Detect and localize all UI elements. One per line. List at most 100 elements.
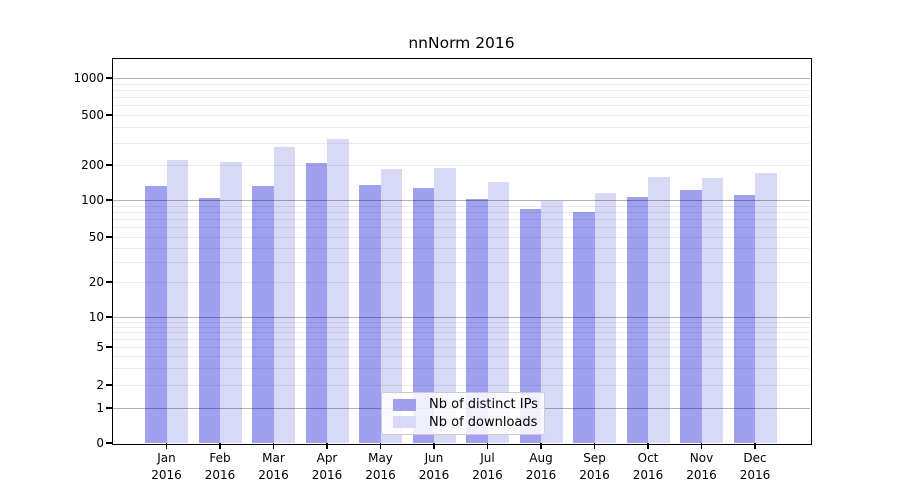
chart-title: nnNorm 2016 xyxy=(408,34,515,52)
x-tick-label-jul-2016: Jul 2016 xyxy=(460,450,516,483)
gridline-major-10 xyxy=(113,317,810,318)
y-tick-mark-2 xyxy=(106,384,112,386)
gridline-major-100 xyxy=(113,200,810,201)
y-tick-label-20: 20 xyxy=(88,275,104,289)
gridline-minor-60 xyxy=(113,227,810,229)
x-tick-mark-feb xyxy=(219,443,221,449)
legend-swatch-downloads xyxy=(393,416,416,429)
gridline-minor-90 xyxy=(113,205,810,207)
x-tick-label-may-2016: May 2016 xyxy=(353,450,409,483)
gridline-minor-4 xyxy=(113,356,810,358)
x-tick-label-aug-2016: Aug 2016 xyxy=(513,450,569,483)
legend: Nb of distinct IPs Nb of downloads xyxy=(381,392,545,435)
bar-downloads-jan-2016 xyxy=(166,159,188,443)
bar-downloads-dec-2016 xyxy=(755,172,777,443)
x-tick-month: Jan xyxy=(157,451,176,465)
bar-distinct-ips-dec-2016 xyxy=(733,194,755,443)
x-tick-label-mar-2016: Mar 2016 xyxy=(246,450,302,483)
bar-distinct-ips-oct-2016 xyxy=(626,196,648,443)
x-tick-mark-sep xyxy=(593,443,596,449)
legend-row-downloads: Nb of downloads xyxy=(389,415,537,430)
x-tick-mark-mar xyxy=(272,443,275,449)
legend-label-distinct-ips: Nb of distinct IPs xyxy=(429,397,538,413)
gridline-minor-300 xyxy=(113,142,810,144)
bar-downloads-apr-2016 xyxy=(327,139,349,443)
x-tick-year: 2016 xyxy=(632,467,664,482)
x-tick-label-jan-2016: Jan 2016 xyxy=(139,450,195,483)
bar-distinct-ips-aug-2016 xyxy=(519,208,541,443)
x-tick-year: 2016 xyxy=(311,467,343,482)
x-tick-mark-jul xyxy=(486,443,489,449)
y-tick-label-5: 5 xyxy=(96,340,104,354)
gridline-minor-200 xyxy=(113,165,810,166)
y-tick-label-1: 1 xyxy=(96,401,104,415)
y-tick-mark-0 xyxy=(106,442,112,444)
gridline-minor-400 xyxy=(113,127,810,129)
gridline-minor-40 xyxy=(113,247,810,249)
x-tick-month: Nov xyxy=(689,451,714,465)
gridline-minor-2 xyxy=(113,385,810,386)
gridline-minor-700 xyxy=(113,97,810,99)
bar-distinct-ips-nov-2016 xyxy=(680,190,702,443)
bar-downloads-oct-2016 xyxy=(648,177,670,443)
bar-downloads-aug-2016 xyxy=(541,201,563,443)
x-tick-month: Jun xyxy=(424,451,444,465)
bar-downloads-nov-2016 xyxy=(701,177,723,443)
x-tick-mark-nov xyxy=(700,443,703,449)
gridline-minor-5 xyxy=(113,347,810,348)
gridline-minor-500 xyxy=(113,115,810,116)
x-tick-mark-jun xyxy=(433,443,435,449)
y-tick-label-50: 50 xyxy=(88,230,104,244)
y-tick-mark-1000 xyxy=(106,77,112,79)
gridline-minor-80 xyxy=(113,211,810,213)
gridline-minor-800 xyxy=(113,89,810,91)
gridline-minor-9 xyxy=(113,321,810,323)
bar-distinct-ips-apr-2016 xyxy=(305,163,327,443)
x-tick-mark-jan xyxy=(165,443,168,449)
x-tick-month: Sep xyxy=(583,451,606,465)
gridline-minor-7 xyxy=(113,332,810,334)
bar-downloads-sep-2016 xyxy=(594,192,616,443)
x-tick-month: Aug xyxy=(529,451,553,465)
y-tick-label-100: 100 xyxy=(81,193,104,207)
x-tick-year: 2016 xyxy=(204,467,236,482)
y-tick-mark-20 xyxy=(106,281,112,283)
bar-distinct-ips-feb-2016 xyxy=(198,197,220,443)
x-tick-label-dec-2016: Dec 2016 xyxy=(727,450,783,483)
x-tick-mark-oct xyxy=(647,443,649,449)
bar-downloads-mar-2016 xyxy=(273,146,295,443)
y-tick-label-500: 500 xyxy=(81,108,104,122)
x-tick-year: 2016 xyxy=(151,467,182,482)
y-tick-mark-500 xyxy=(106,114,112,116)
bar-downloads-jul-2016 xyxy=(487,181,509,443)
gridline-minor-900 xyxy=(113,83,810,85)
gridline-major-1000 xyxy=(113,78,810,79)
y-tick-mark-1 xyxy=(106,407,112,409)
gridline-minor-6 xyxy=(113,339,810,341)
y-tick-mark-5 xyxy=(106,346,112,348)
y-tick-mark-50 xyxy=(106,236,112,238)
y-tick-mark-100 xyxy=(106,199,112,201)
x-tick-year: 2016 xyxy=(739,467,771,482)
gridline-minor-20 xyxy=(113,282,810,283)
x-tick-year: 2016 xyxy=(686,467,717,482)
bar-distinct-ips-jun-2016 xyxy=(412,188,434,443)
x-tick-month: Dec xyxy=(743,451,767,465)
gridline-minor-3 xyxy=(113,368,810,370)
x-tick-mark-aug xyxy=(540,443,542,449)
x-tick-month: Jul xyxy=(480,451,495,465)
x-tick-year: 2016 xyxy=(418,467,450,482)
bar-distinct-ips-mar-2016 xyxy=(252,185,274,443)
x-tick-label-oct-2016: Oct 2016 xyxy=(620,450,676,483)
bar-downloads-jun-2016 xyxy=(434,168,456,443)
bar-downloads-feb-2016 xyxy=(220,162,242,443)
x-tick-month: May xyxy=(368,451,393,465)
gridline-minor-8 xyxy=(113,326,810,328)
x-tick-year: 2016 xyxy=(525,467,557,482)
x-tick-month: Feb xyxy=(209,451,231,465)
y-tick-label-1000: 1000 xyxy=(73,71,104,85)
y-tick-label-10: 10 xyxy=(88,310,104,324)
x-tick-label-apr-2016: Apr 2016 xyxy=(299,450,355,483)
x-tick-year: 2016 xyxy=(579,467,610,482)
